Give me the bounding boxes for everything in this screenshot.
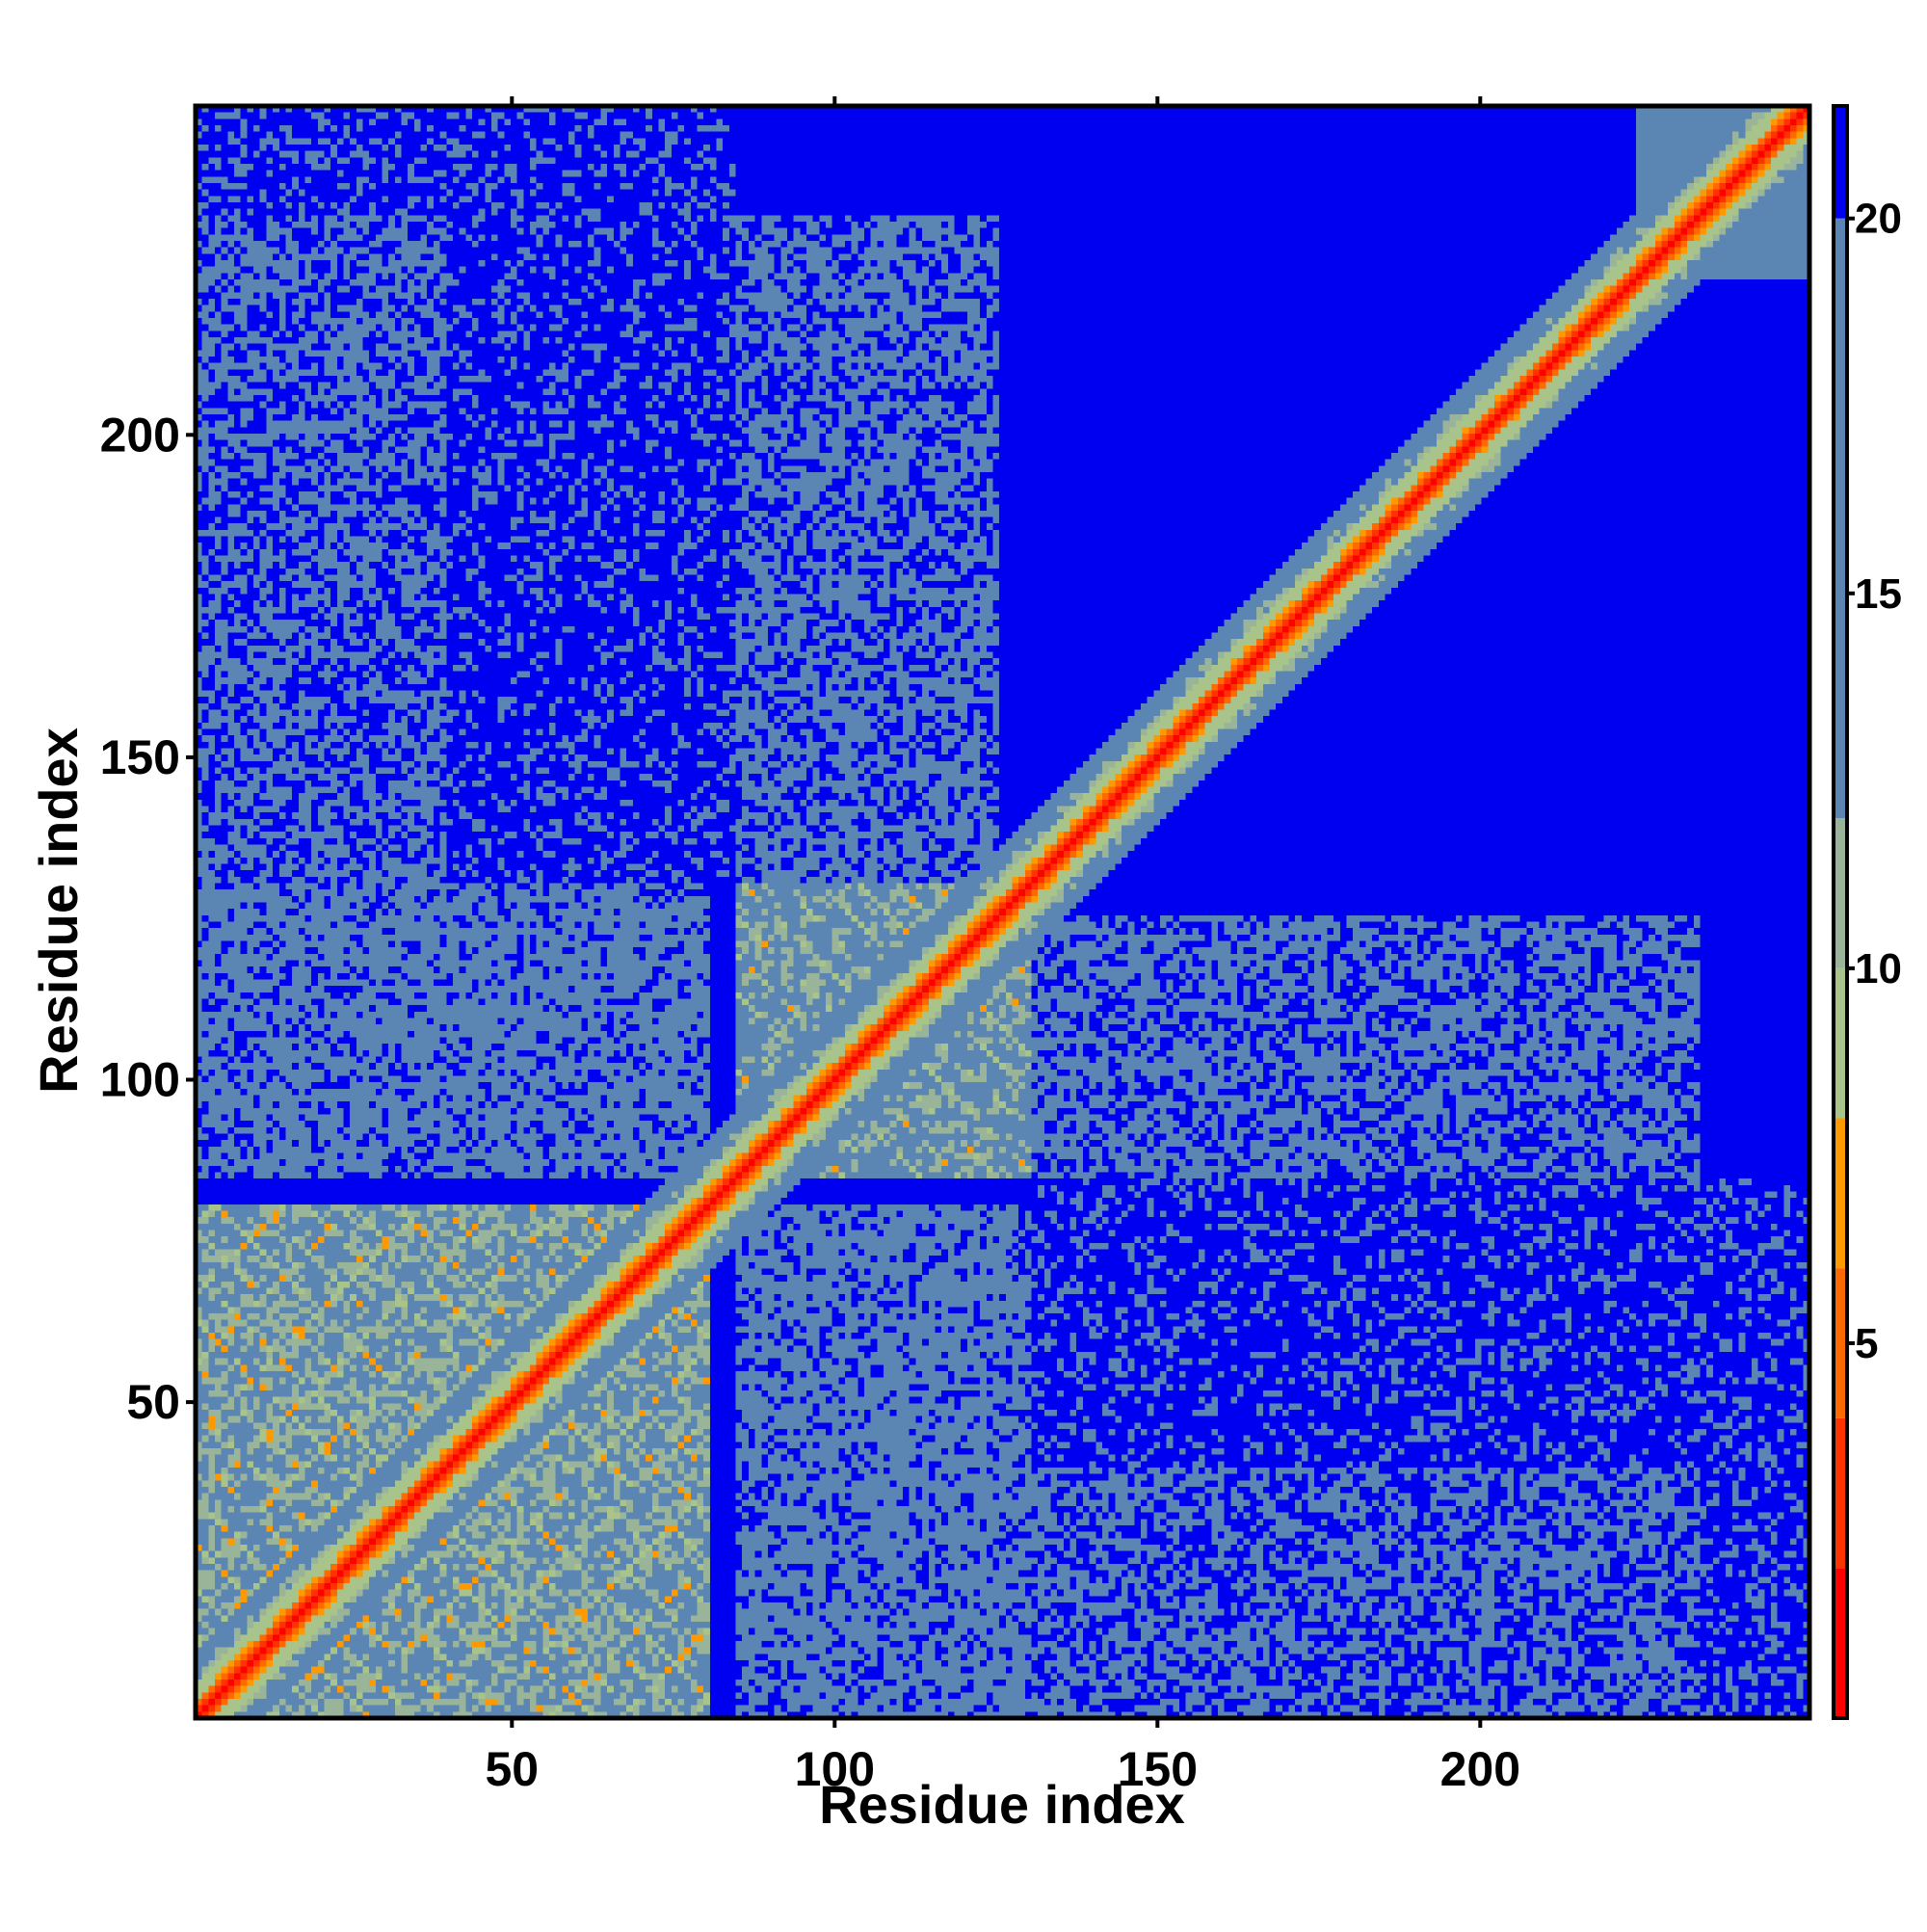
heatmap-area — [196, 106, 1809, 1718]
colorbar: 5 10 15 20 — [1832, 104, 1902, 1720]
colorbar-segment — [1834, 1118, 1847, 1269]
y-axis-title: Residue index — [28, 728, 89, 1094]
colorbar-tick-label: 10 — [1855, 945, 1902, 992]
colorbar-segment — [1834, 1568, 1847, 1718]
plot-frame — [193, 103, 1812, 1721]
x-axis-title: Residue index — [819, 1774, 1185, 1835]
y-tick-label: 100 — [100, 1052, 180, 1106]
y-axis-ticks: 50 100 150 200 — [100, 408, 196, 1429]
heatmap-cells — [196, 106, 1809, 1718]
colorbar-border — [1832, 104, 1849, 1720]
colorbar-segment — [1834, 967, 1847, 1119]
colorbar-segment — [1834, 1268, 1847, 1418]
colorbar-segment — [1834, 106, 1847, 219]
x-tick-label: 50 — [485, 1742, 539, 1796]
colorbar-tick-label: 15 — [1855, 570, 1902, 618]
x-tick-label: 200 — [1440, 1742, 1520, 1796]
colorbar-segment — [1834, 218, 1847, 819]
y-tick-label: 150 — [100, 730, 180, 784]
colorbar-tick-label: 5 — [1855, 1320, 1878, 1367]
colorbar-tick-label: 20 — [1855, 196, 1902, 243]
plot-border — [193, 103, 1812, 1721]
y-tick-label: 200 — [100, 408, 180, 462]
x-tick-label: 150 — [1118, 1742, 1198, 1796]
colorbar-segment — [1834, 1417, 1847, 1569]
colorbar-segment — [1834, 818, 1847, 968]
x-tick-label: 100 — [795, 1742, 875, 1796]
x-axis-ticks: 50 100 150 200 — [485, 96, 1520, 1796]
y-tick-label: 50 — [126, 1375, 180, 1429]
